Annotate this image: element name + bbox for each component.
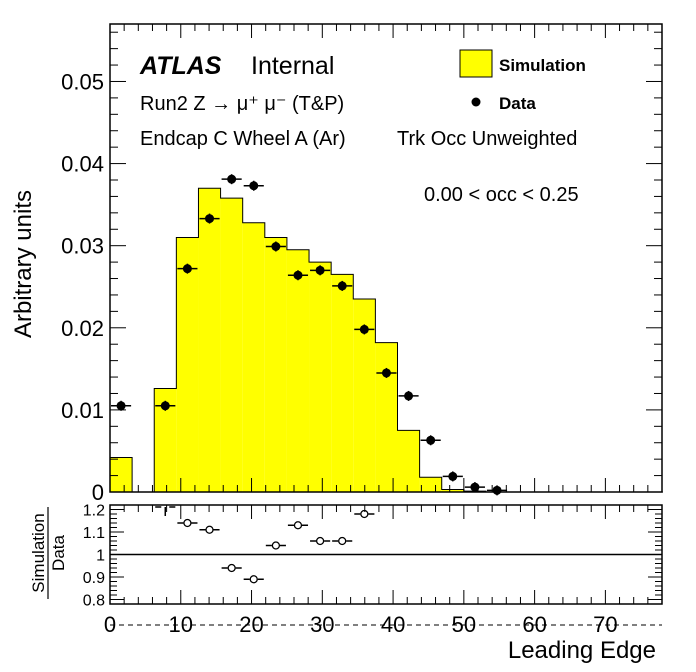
main-panel: 0 0.01 0.02 0.03 0.04 0.05 Arbitrary units Si…	[10, 23, 663, 505]
x-tick-label: 20	[239, 612, 263, 637]
legend-data-label: Data	[499, 94, 536, 113]
ratio-y-tick-label: 0.9	[83, 570, 105, 587]
simulation-bar	[419, 477, 442, 492]
y-axis-title: Arbitrary units	[10, 190, 37, 338]
ratio-point	[271, 541, 281, 550]
x-axis-title: Leading Edge	[508, 637, 656, 664]
data-point	[359, 324, 369, 334]
x-tick-label: 30	[310, 612, 334, 637]
data-point	[381, 368, 391, 378]
ratio-point	[315, 536, 325, 546]
x-tick-label: 70	[593, 612, 617, 637]
internal-label: Internal	[251, 52, 334, 80]
x-tick-label: 50	[452, 612, 476, 637]
legend: Simulation Data	[459, 49, 586, 113]
data-points	[111, 174, 508, 496]
ratio-points	[155, 506, 375, 584]
region-label: Endcap C Wheel A (Ar)	[140, 128, 346, 150]
data-point	[293, 270, 303, 280]
ratio-point	[183, 518, 192, 528]
data-point	[205, 214, 215, 224]
simulation-bar	[353, 299, 376, 492]
ratio-x-axis: 0 10 20 30 40 50 60 70	[104, 505, 663, 637]
data-point	[448, 471, 458, 481]
main-y-axis: 0 0.01 0.02 0.03 0.04 0.05	[61, 31, 662, 505]
simulation-bar	[375, 342, 398, 492]
data-point	[337, 281, 347, 291]
ratio-y-tick-label: 1	[96, 548, 105, 565]
ratio-point	[205, 525, 214, 534]
y-tick-label: 0.02	[61, 316, 104, 341]
main-x-ticks	[109, 24, 663, 492]
data-point	[315, 265, 325, 275]
y-tick-label: 0.03	[61, 234, 104, 259]
x-tick-label: 10	[169, 612, 193, 637]
legend-data-marker	[471, 97, 481, 107]
data-point	[227, 174, 237, 184]
ratio-point	[249, 575, 258, 584]
ratio-y-axis: 0.8 0.9 1 1.1 1.2	[83, 503, 662, 610]
ratio-y-tick-label: 1.2	[83, 503, 105, 520]
ratio-y-title-denominator: Data	[49, 535, 68, 571]
x-tick-label: 40	[381, 612, 405, 637]
simulation-bar	[220, 198, 243, 492]
simulation-bar	[286, 249, 310, 492]
y-tick-label: 0.01	[61, 398, 104, 423]
simulation-bar	[309, 262, 332, 492]
data-point	[160, 401, 170, 411]
legend-simulation-label: Simulation	[499, 56, 586, 75]
ratio-y-tick-label: 1.1	[83, 525, 105, 542]
simulation-histogram	[109, 187, 663, 493]
simulation-bar	[154, 388, 177, 492]
x-tick-label: 0	[104, 612, 116, 637]
atlas-label: ATLAS	[139, 52, 222, 80]
weighting-label: Trk Occ Unweighted	[397, 128, 577, 150]
simulation-bar	[242, 222, 265, 492]
simulation-bar	[110, 457, 133, 492]
simulation-bar	[264, 237, 287, 492]
y-tick-label: 0.05	[61, 69, 104, 94]
ratio-point	[293, 521, 303, 530]
data-point	[116, 401, 126, 411]
main-plot-frame	[109, 23, 663, 493]
simulation-bar	[176, 237, 199, 492]
occupancy-label: 0.00 < occ < 0.25	[424, 184, 579, 206]
ratio-point	[338, 536, 347, 546]
data-point	[492, 485, 502, 495]
y-tick-label: 0	[92, 480, 104, 505]
data-point	[404, 391, 414, 401]
ratio-y-title: Simulation Data	[29, 507, 68, 599]
legend-simulation-swatch	[459, 49, 493, 78]
ratio-y-tick-label: 0.8	[83, 593, 105, 610]
simulation-bar	[198, 188, 221, 493]
ratio-y-title-numerator: Simulation	[29, 513, 48, 592]
simulation-bar	[331, 274, 354, 492]
simulation-bar	[397, 430, 420, 492]
data-point	[182, 264, 192, 274]
data-point	[271, 242, 281, 252]
y-tick-label: 0.04	[61, 152, 104, 177]
data-point	[426, 435, 436, 445]
process-label: Run2 Z → μ⁺ μ⁻ (T&P)	[140, 93, 344, 115]
data-point	[470, 482, 480, 492]
data-point	[249, 181, 259, 191]
x-tick-label: 60	[522, 612, 546, 637]
ratio-panel: 0.8 0.9 1 1.1 1.2 0 10 20 30 40 50 60 70 Simulation…	[29, 503, 663, 664]
ratio-point	[227, 563, 236, 573]
simulation-bar	[441, 489, 464, 492]
